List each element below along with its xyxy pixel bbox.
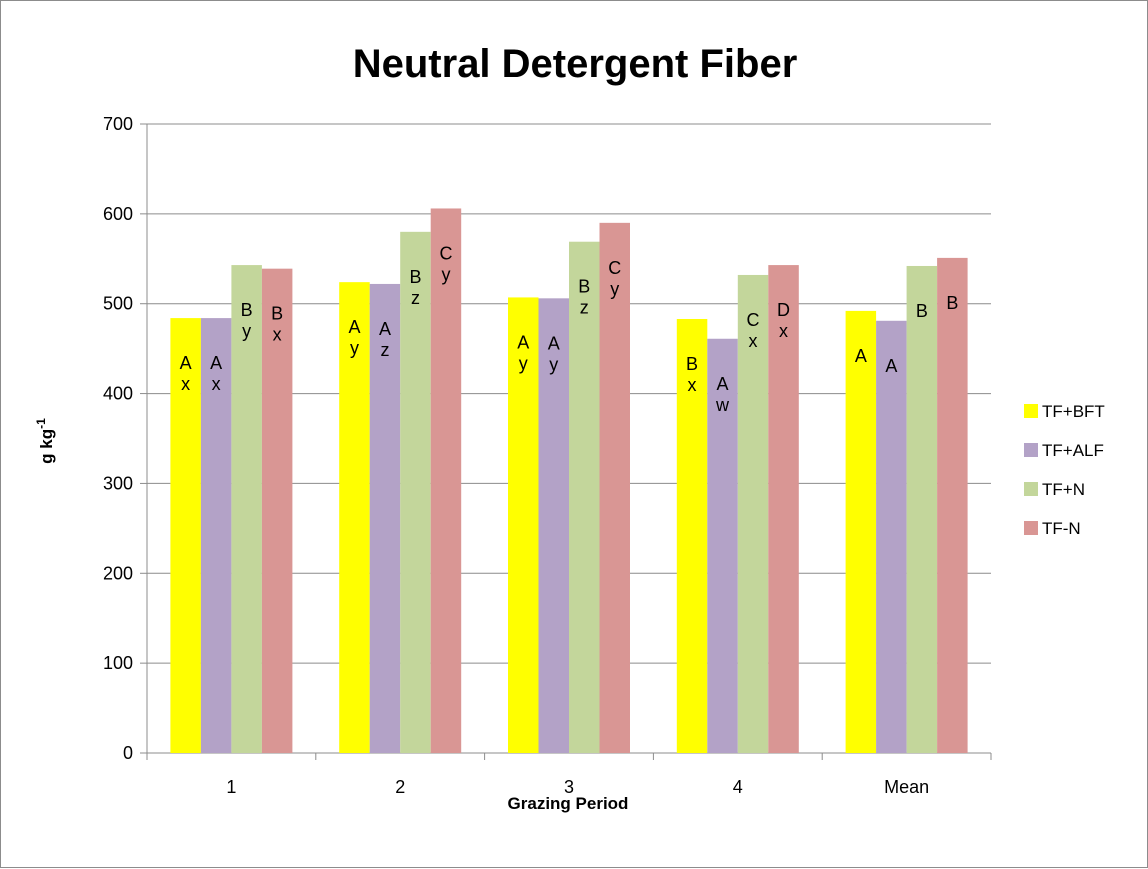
- bar: [707, 338, 738, 753]
- bar: [508, 297, 539, 753]
- bar: [737, 274, 769, 753]
- bar-letter-label: C: [608, 258, 621, 278]
- bar-letter-label: A: [180, 353, 192, 373]
- bar-letter-label: B: [241, 300, 253, 320]
- bar-letter-label: z: [380, 340, 389, 360]
- y-tick-label: 200: [103, 563, 133, 583]
- x-tick-label: 4: [733, 777, 743, 797]
- legend-swatch: [1024, 482, 1038, 496]
- x-axis-title: Grazing Period: [508, 794, 629, 813]
- bar-letter-label: B: [916, 301, 928, 321]
- bar: [261, 268, 293, 753]
- bar: [906, 265, 938, 753]
- y-axis-ticks: 0 100 200 300 400 500 600 700: [103, 114, 133, 763]
- y-tick-label: 100: [103, 653, 133, 673]
- bar: [599, 222, 630, 754]
- bar-letter-label: A: [717, 374, 729, 394]
- y-axis-title-main: g kg: [37, 429, 56, 464]
- bar: [200, 318, 232, 753]
- bar-letter-label: A: [379, 319, 391, 339]
- bar: [676, 318, 708, 753]
- x-axis-ticks: 1 2 3 4 Mean: [226, 777, 929, 797]
- bar: [170, 318, 201, 753]
- y-tick-label: 300: [103, 473, 133, 493]
- y-tick-label: 0: [123, 743, 133, 763]
- bar-letter-label: x: [181, 374, 190, 394]
- bar: [937, 257, 968, 753]
- legend-swatch: [1024, 443, 1038, 457]
- bar-letter-label: B: [409, 267, 421, 287]
- bar-letter-label: D: [777, 300, 790, 320]
- bar-letter-label: C: [439, 243, 452, 263]
- legend-label: TF+ALF: [1042, 441, 1104, 460]
- bar: [430, 208, 462, 754]
- bar: [768, 265, 799, 753]
- y-axis-title-superscript: -1: [34, 418, 48, 429]
- y-axis-title: g kg-1: [34, 418, 56, 464]
- y-tick-label: 400: [103, 384, 133, 404]
- y-tick-label: 700: [103, 114, 133, 134]
- bar-letter-label: B: [686, 354, 698, 374]
- bar-letter-label: z: [580, 298, 589, 318]
- bar-letter-label: x: [273, 325, 282, 345]
- bar-letter-label: x: [779, 321, 788, 341]
- bar: [369, 283, 401, 753]
- bar-letter-label: C: [747, 310, 760, 330]
- legend-swatch: [1024, 521, 1038, 535]
- legend-label: TF+BFT: [1042, 402, 1105, 421]
- x-tick-label: 3: [564, 777, 574, 797]
- legend: TF+BFT TF+ALF TF+N TF-N: [1024, 402, 1105, 538]
- y-tick-label: 500: [103, 294, 133, 314]
- bar-letter-label: A: [517, 332, 529, 352]
- bar: [231, 265, 262, 753]
- bar-letter-label: z: [411, 288, 420, 308]
- legend-label: TF-N: [1042, 519, 1081, 538]
- y-tick-label: 600: [103, 204, 133, 224]
- bar-letter-label: x: [688, 375, 697, 395]
- bar: [339, 282, 370, 753]
- bar-letter-label: y: [441, 264, 450, 284]
- x-tick-label: 1: [226, 777, 236, 797]
- bar-letter-label: A: [855, 346, 867, 366]
- legend-label: TF+N: [1042, 480, 1085, 499]
- bar: [845, 310, 877, 753]
- bar-letter-label: A: [548, 333, 560, 353]
- bar-letter-label: y: [350, 338, 359, 358]
- bar-letter-label: x: [212, 374, 221, 394]
- bar: [569, 241, 600, 753]
- bar-letter-label: y: [610, 279, 619, 299]
- bar-letter-label: B: [946, 293, 958, 313]
- bar-letter-label: y: [519, 353, 528, 373]
- legend-swatch: [1024, 404, 1038, 418]
- x-tick-label: 2: [395, 777, 405, 797]
- bar: [876, 320, 907, 753]
- bar-letter-label: x: [749, 331, 758, 351]
- bar: [538, 298, 569, 753]
- bar-letter-label: A: [210, 353, 222, 373]
- bar-letter-label: w: [715, 395, 730, 415]
- bar-letter-label: A: [348, 317, 360, 337]
- bar-letter-label: A: [885, 356, 897, 376]
- x-tick-label: Mean: [884, 777, 929, 797]
- chart-title: Neutral Detergent Fiber: [353, 42, 798, 86]
- bars: [170, 208, 968, 754]
- bar-letter-label: y: [242, 321, 251, 341]
- bar-letter-label: y: [549, 354, 558, 374]
- bar: [400, 231, 431, 754]
- bar-letter-label: B: [578, 277, 590, 297]
- bar-letter-label: B: [271, 304, 283, 324]
